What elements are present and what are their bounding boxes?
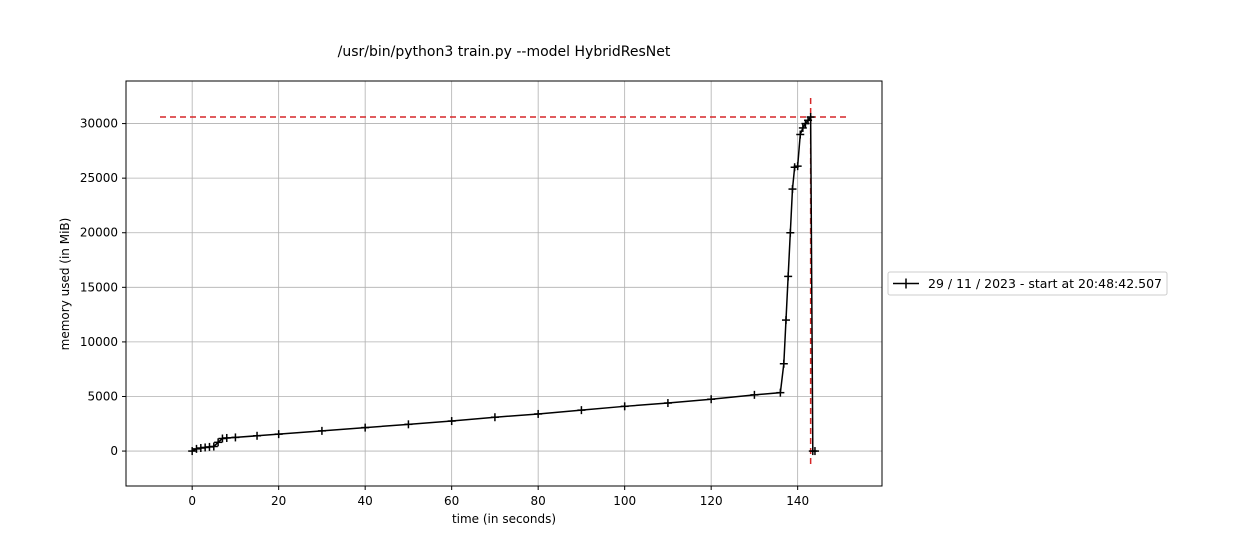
x-tick-label: 0 — [188, 494, 196, 508]
data-point — [784, 272, 793, 281]
legend-box — [887, 271, 1168, 296]
data-point — [663, 399, 672, 408]
max-memory-markers — [160, 98, 848, 468]
data-point — [317, 426, 326, 435]
x-tick-label: 80 — [531, 494, 546, 508]
x-axis-label: time (in seconds) — [452, 512, 556, 526]
data-point — [222, 433, 231, 442]
data-point — [798, 123, 807, 132]
y-tick-label: 10000 — [80, 335, 118, 349]
series-line — [191, 114, 815, 452]
y-tick-label: 5000 — [87, 389, 118, 403]
y-axis: 0 5000 10000 15000 20000 25000 30000 — [80, 117, 126, 458]
data-point — [793, 162, 802, 171]
y-tick-label: 30000 — [80, 117, 118, 131]
data-point — [253, 431, 262, 440]
data-point — [447, 417, 456, 426]
legend-entry-label: 29 / 11 / 2023 - start at 20:48:42.507 — [928, 276, 1162, 291]
x-tick-label: 20 — [271, 494, 286, 508]
data-point — [779, 359, 788, 368]
data-point — [707, 395, 716, 404]
x-axis: 0 20 40 60 80 100 120 140 — [188, 486, 809, 508]
grid-lines — [126, 81, 882, 486]
y-tick-label: 20000 — [80, 226, 118, 240]
data-point — [192, 444, 201, 453]
y-tick-label: 25000 — [80, 171, 118, 185]
data-point — [490, 413, 499, 422]
data-point — [620, 402, 629, 411]
y-tick-label: 0 — [110, 444, 118, 458]
data-point — [796, 130, 805, 139]
x-tick-label: 100 — [613, 494, 636, 508]
data-point — [361, 423, 370, 432]
y-tick-label: 15000 — [80, 280, 118, 294]
data-point — [781, 316, 790, 325]
data-point — [231, 433, 240, 442]
x-tick-label: 140 — [786, 494, 809, 508]
data-point — [806, 113, 815, 122]
data-point — [786, 228, 795, 237]
data-point — [188, 447, 197, 456]
data-point — [810, 447, 819, 456]
series-group — [188, 113, 819, 456]
data-point — [776, 388, 785, 397]
data-point — [788, 185, 797, 194]
x-tick-label: 120 — [700, 494, 723, 508]
chart-title: /usr/bin/python3 train.py --model Hybrid… — [338, 44, 671, 60]
data-point — [534, 409, 543, 418]
data-point — [209, 442, 218, 451]
x-tick-label: 60 — [444, 494, 459, 508]
data-point — [274, 430, 283, 439]
plot-frame — [125, 80, 883, 487]
legend: 29 / 11 / 2023 - start at 20:48:42.507 — [887, 271, 1168, 296]
data-point — [750, 390, 759, 399]
data-point — [404, 420, 413, 429]
data-point — [577, 406, 586, 415]
x-tick-label: 40 — [358, 494, 373, 508]
data-point — [214, 438, 223, 447]
y-axis-label: memory used (in MiB) — [58, 218, 72, 351]
